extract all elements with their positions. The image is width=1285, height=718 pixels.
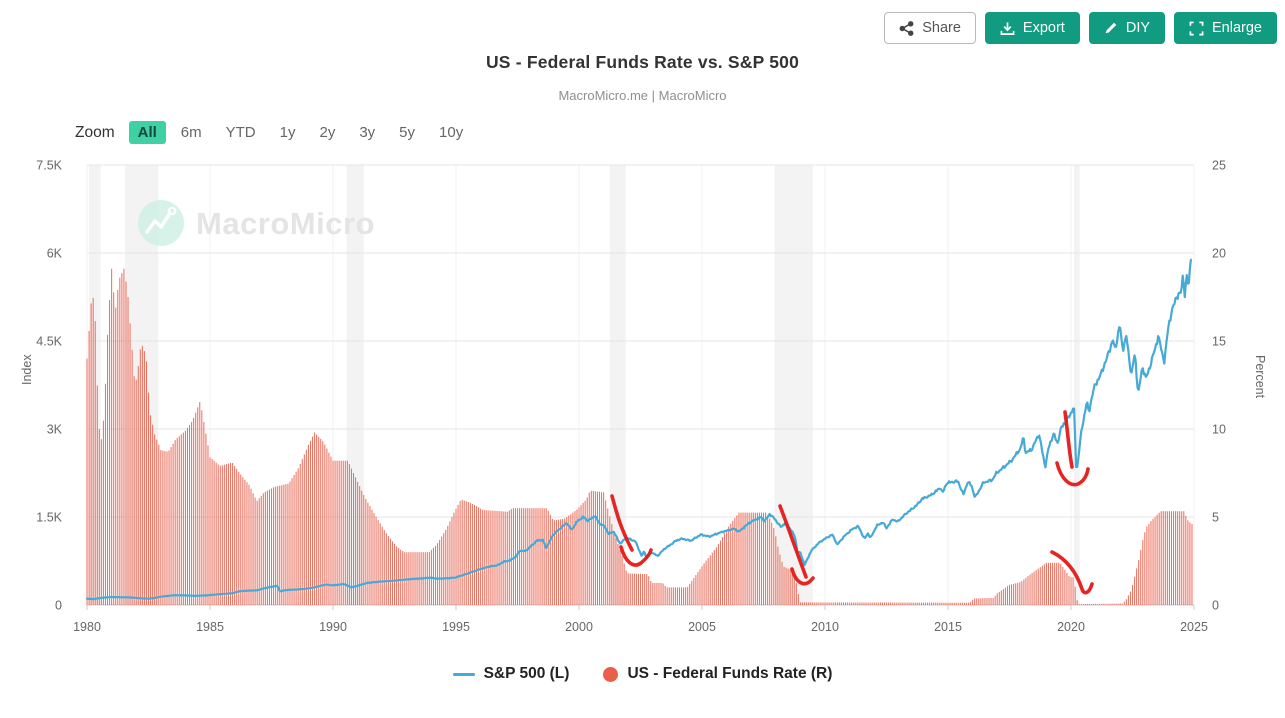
left-axis-tick-label: 3K	[47, 423, 63, 437]
export-button[interactable]: Export	[984, 12, 1080, 44]
zoom-option-2y[interactable]: 2y	[319, 124, 336, 141]
enlarge-button-label: Enlarge	[1212, 20, 1262, 36]
right-axis-tick-label: 10	[1212, 423, 1226, 437]
recession-band	[1074, 165, 1080, 605]
diy-button[interactable]: DIY	[1088, 12, 1166, 44]
watermark-zigzag	[145, 211, 172, 234]
share-button[interactable]: Share	[884, 12, 976, 44]
zoom-option-10y[interactable]: 10y	[439, 124, 464, 141]
right-axis-tick-label: 15	[1212, 335, 1226, 349]
share-icon	[899, 20, 914, 36]
header-toolbar: Share Export DIY Enlarge	[884, 12, 1277, 44]
x-axis-tick-label: 1980	[73, 620, 101, 634]
x-axis-tick-label: 2020	[1057, 620, 1085, 634]
zoom-option-1y[interactable]: 1y	[279, 124, 296, 141]
x-axis-tick-label: 1990	[319, 620, 347, 634]
expand-icon	[1189, 21, 1204, 35]
left-axis-tick-label: 4.5K	[36, 335, 62, 349]
legend-item-label: S&P 500 (L)	[483, 665, 570, 682]
hand-annotation-stroke	[1063, 410, 1074, 469]
right-axis-tick-label: 25	[1212, 159, 1226, 173]
x-axis-tick-label: 1995	[442, 620, 470, 634]
x-axis-tick-label: 1985	[196, 620, 224, 634]
sp500-line	[85, 258, 1192, 601]
legend-item-sp500[interactable]: S&P 500 (L)	[452, 665, 570, 683]
hand-annotation-stroke	[619, 545, 653, 567]
x-axis-tick-label: 2000	[565, 620, 593, 634]
x-axis-tick-label: 2010	[811, 620, 839, 634]
download-icon	[1000, 21, 1015, 35]
enlarge-button[interactable]: Enlarge	[1174, 12, 1277, 44]
diy-button-label: DIY	[1125, 20, 1151, 36]
hand-annotation-stroke	[1050, 550, 1094, 595]
right-axis-tick-label: 5	[1212, 511, 1219, 525]
zoom-label: Zoom	[75, 123, 115, 141]
legend-dot-marker	[603, 666, 619, 682]
hand-annotation-stroke	[610, 494, 634, 552]
zoom-option-ytd[interactable]: YTD	[225, 124, 256, 141]
share-button-label: Share	[922, 20, 961, 36]
hand-annotation-stroke	[1055, 461, 1090, 487]
left-axis-tick-label: 0	[55, 599, 62, 613]
zoom-option-3y[interactable]: 3y	[359, 124, 376, 141]
legend-line-marker	[452, 672, 475, 676]
export-button-label: Export	[1022, 20, 1065, 36]
recession-band	[774, 165, 813, 605]
left-axis-title: Index	[20, 354, 34, 385]
right-axis-tick-label: 20	[1212, 247, 1226, 261]
legend-item-fed-funds[interactable]: US - Federal Funds Rate (R)	[603, 665, 832, 683]
zoom-option-all[interactable]: All	[128, 121, 166, 144]
macromicro-watermark: MacroMicro	[138, 200, 375, 246]
x-axis-tick-label: 2005	[688, 620, 716, 634]
right-axis-tick-label: 0	[1212, 599, 1219, 613]
zoom-option-6m[interactable]: 6m	[180, 124, 202, 141]
hand-annotations	[610, 410, 1094, 595]
zoom-range-bar: Zoom All 6m YTD 1y 2y 3y 5y 10y	[75, 121, 472, 144]
hand-annotation-stroke	[790, 567, 815, 586]
page-title: US - Federal Funds Rate vs. S&P 500	[485, 52, 800, 72]
left-axis-tick-label: 7.5K	[36, 159, 62, 173]
x-axis-tick-label: 2025	[1180, 620, 1208, 634]
fed-funds-bars	[86, 268, 1193, 605]
page-subtitle: MacroMicro.me | MacroMicro	[558, 88, 727, 103]
recession-band	[609, 165, 626, 605]
watermark-zigzag-dot	[167, 206, 177, 216]
x-axis-tick-label: 2015	[934, 620, 962, 634]
right-axis-title: Percent	[1253, 355, 1267, 399]
legend-item-label: US - Federal Funds Rate (R)	[627, 665, 833, 682]
watermark-logo-icon	[138, 200, 184, 246]
hand-annotation-stroke	[778, 504, 808, 579]
zoom-option-5y[interactable]: 5y	[399, 124, 416, 141]
watermark-text: MacroMicro	[196, 206, 375, 241]
chart-legend: S&P 500 (L) US - Federal Funds Rate (R)	[0, 665, 1285, 683]
left-axis-tick-label: 1.5K	[36, 511, 62, 525]
left-axis-tick-label: 6K	[47, 247, 63, 261]
pencil-icon	[1105, 22, 1117, 34]
